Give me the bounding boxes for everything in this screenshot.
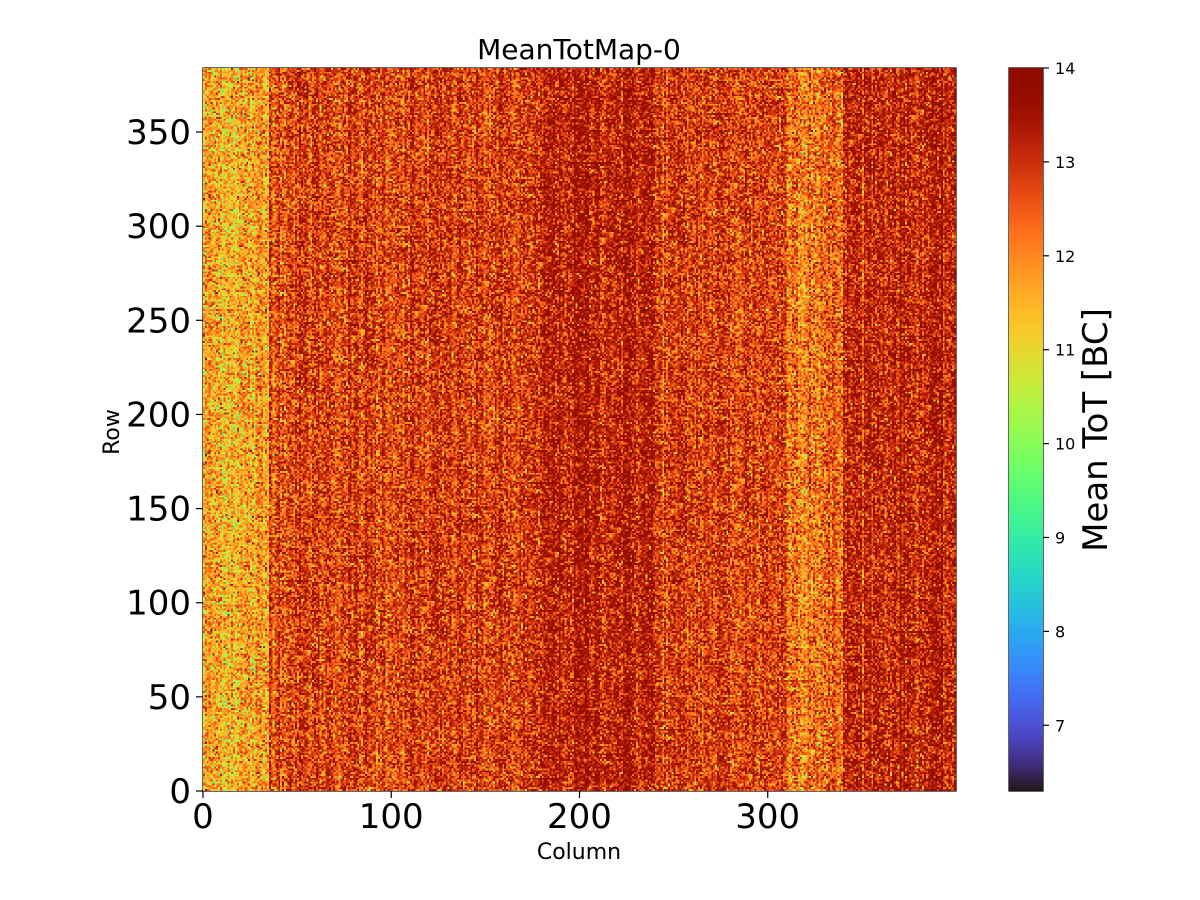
colorbar-tick-label: 9	[1055, 528, 1065, 547]
colorbar-tick-label: 10	[1055, 435, 1075, 454]
y-tick-label: 150	[126, 490, 191, 530]
y-tick-label: 350	[126, 113, 191, 153]
x-axis-label: Column	[537, 840, 621, 865]
x-tick-label: 300	[735, 797, 800, 837]
x-tick-label: 100	[359, 797, 424, 837]
x-axis-ticks: 0 100 200 300	[192, 791, 800, 837]
colorbar-gradient	[1009, 68, 1043, 791]
y-tick-label: 50	[148, 678, 191, 718]
y-tick-label: 100	[126, 584, 191, 624]
colorbar-tick-label: 7	[1055, 716, 1065, 735]
y-tick-label: 300	[126, 207, 191, 247]
heatmap-image	[203, 68, 956, 791]
colorbar-tick-label: 13	[1055, 153, 1075, 172]
colorbar: 7 8 9 10 11 12 13 14 Mean ToT [BC]	[1008, 59, 1116, 792]
colorbar-tick-label: 12	[1055, 247, 1075, 266]
x-tick-label: 200	[547, 797, 612, 837]
y-tick-label: 250	[126, 301, 191, 341]
y-axis-label: Row	[100, 409, 125, 455]
colorbar-tick-label: 11	[1055, 341, 1075, 360]
colorbar-ticks: 7 8 9 10 11 12 13 14	[1043, 59, 1075, 735]
y-tick-label: 200	[126, 395, 191, 435]
chart-title: MeanTotMap-0	[477, 33, 681, 66]
colorbar-tick-label: 14	[1055, 59, 1075, 78]
colorbar-tick-label: 8	[1055, 622, 1065, 641]
x-tick-label: 0	[192, 797, 214, 837]
y-axis-ticks: 0 50 100 150 200 250 300 350	[126, 113, 203, 812]
colorbar-label: Mean ToT [BC]	[1076, 308, 1116, 552]
y-tick-label: 0	[169, 772, 191, 812]
